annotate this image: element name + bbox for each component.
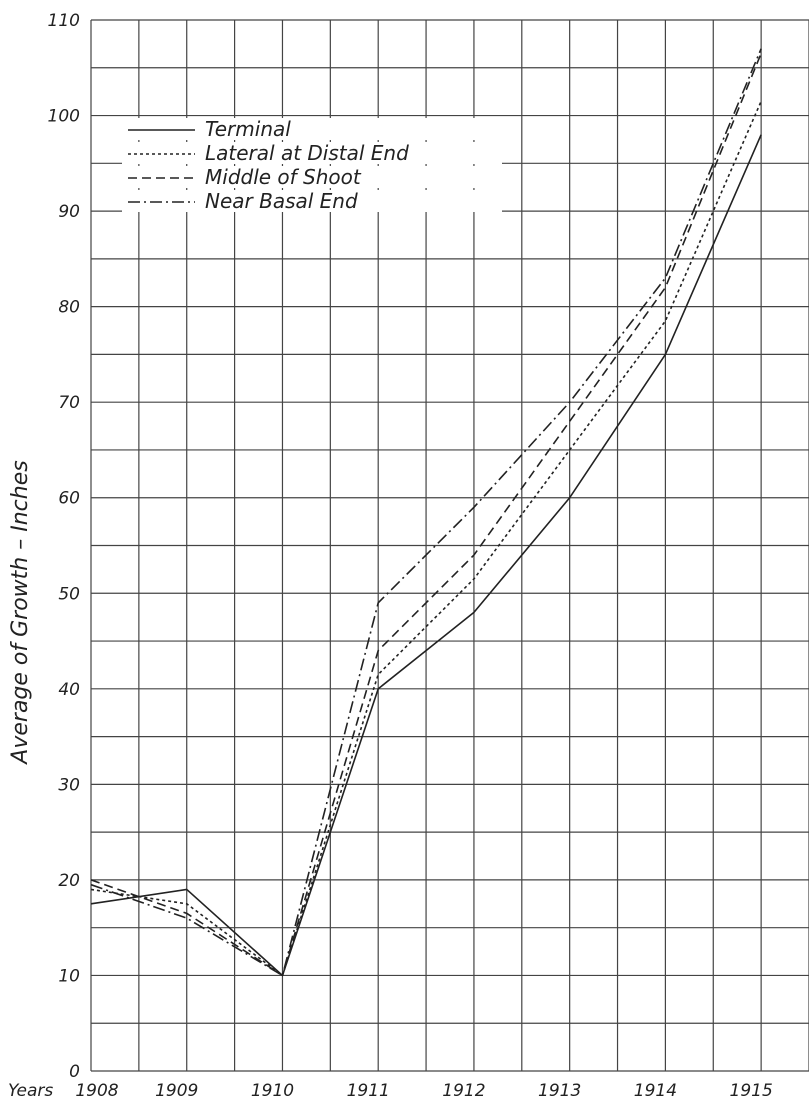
x-tick-label: 1914	[634, 1081, 677, 1101]
series-line	[90, 48, 762, 977]
y-tick-label: 30	[58, 775, 80, 795]
y-tick-label: 70	[58, 393, 80, 413]
x-tick-label: 1912	[442, 1081, 485, 1101]
series-lines	[90, 48, 762, 977]
y-tick-label: 90	[58, 202, 80, 222]
legend-entry-background	[122, 190, 502, 212]
y-tick-label: 80	[58, 298, 80, 318]
y-tick-label: 100	[48, 107, 80, 127]
legend-label: Terminal	[205, 117, 291, 141]
series-line	[90, 100, 762, 977]
x-axis-tick-labels: 1908 1909 1910 1911 1912 1913 1914 1915	[75, 1081, 772, 1101]
x-tick-label: 1911	[347, 1081, 390, 1101]
legend-label: Middle of Shoot	[205, 165, 362, 189]
legend-entry-background	[122, 118, 502, 140]
y-tick-label: 0	[69, 1062, 80, 1082]
y-tick-label: 60	[58, 489, 80, 509]
x-axis-title: Years	[8, 1081, 53, 1101]
y-tick-label: 110	[48, 11, 80, 31]
y-axis-title: Average of Growth – Inches	[8, 460, 33, 765]
series-line	[90, 134, 762, 977]
y-axis-tick-labels: 0 10 20 30 40 50 60 70 80 90 100 110	[48, 11, 80, 1082]
y-tick-label: 20	[58, 871, 80, 891]
series-line	[90, 53, 762, 977]
legend-entry-background	[122, 166, 502, 188]
x-tick-label: 1908	[75, 1081, 118, 1101]
legend-label: Lateral at Distal End	[205, 141, 409, 165]
y-tick-label: 40	[58, 680, 80, 700]
x-tick-label: 1909	[155, 1081, 198, 1101]
x-tick-label: 1910	[251, 1081, 294, 1101]
y-tick-label: 10	[58, 966, 80, 986]
x-tick-label: 1915	[730, 1081, 773, 1101]
legend-entry-background	[122, 142, 502, 164]
y-tick-label: 50	[58, 584, 80, 604]
x-tick-label: 1913	[538, 1081, 581, 1101]
legend-label: Near Basal End	[205, 189, 358, 213]
